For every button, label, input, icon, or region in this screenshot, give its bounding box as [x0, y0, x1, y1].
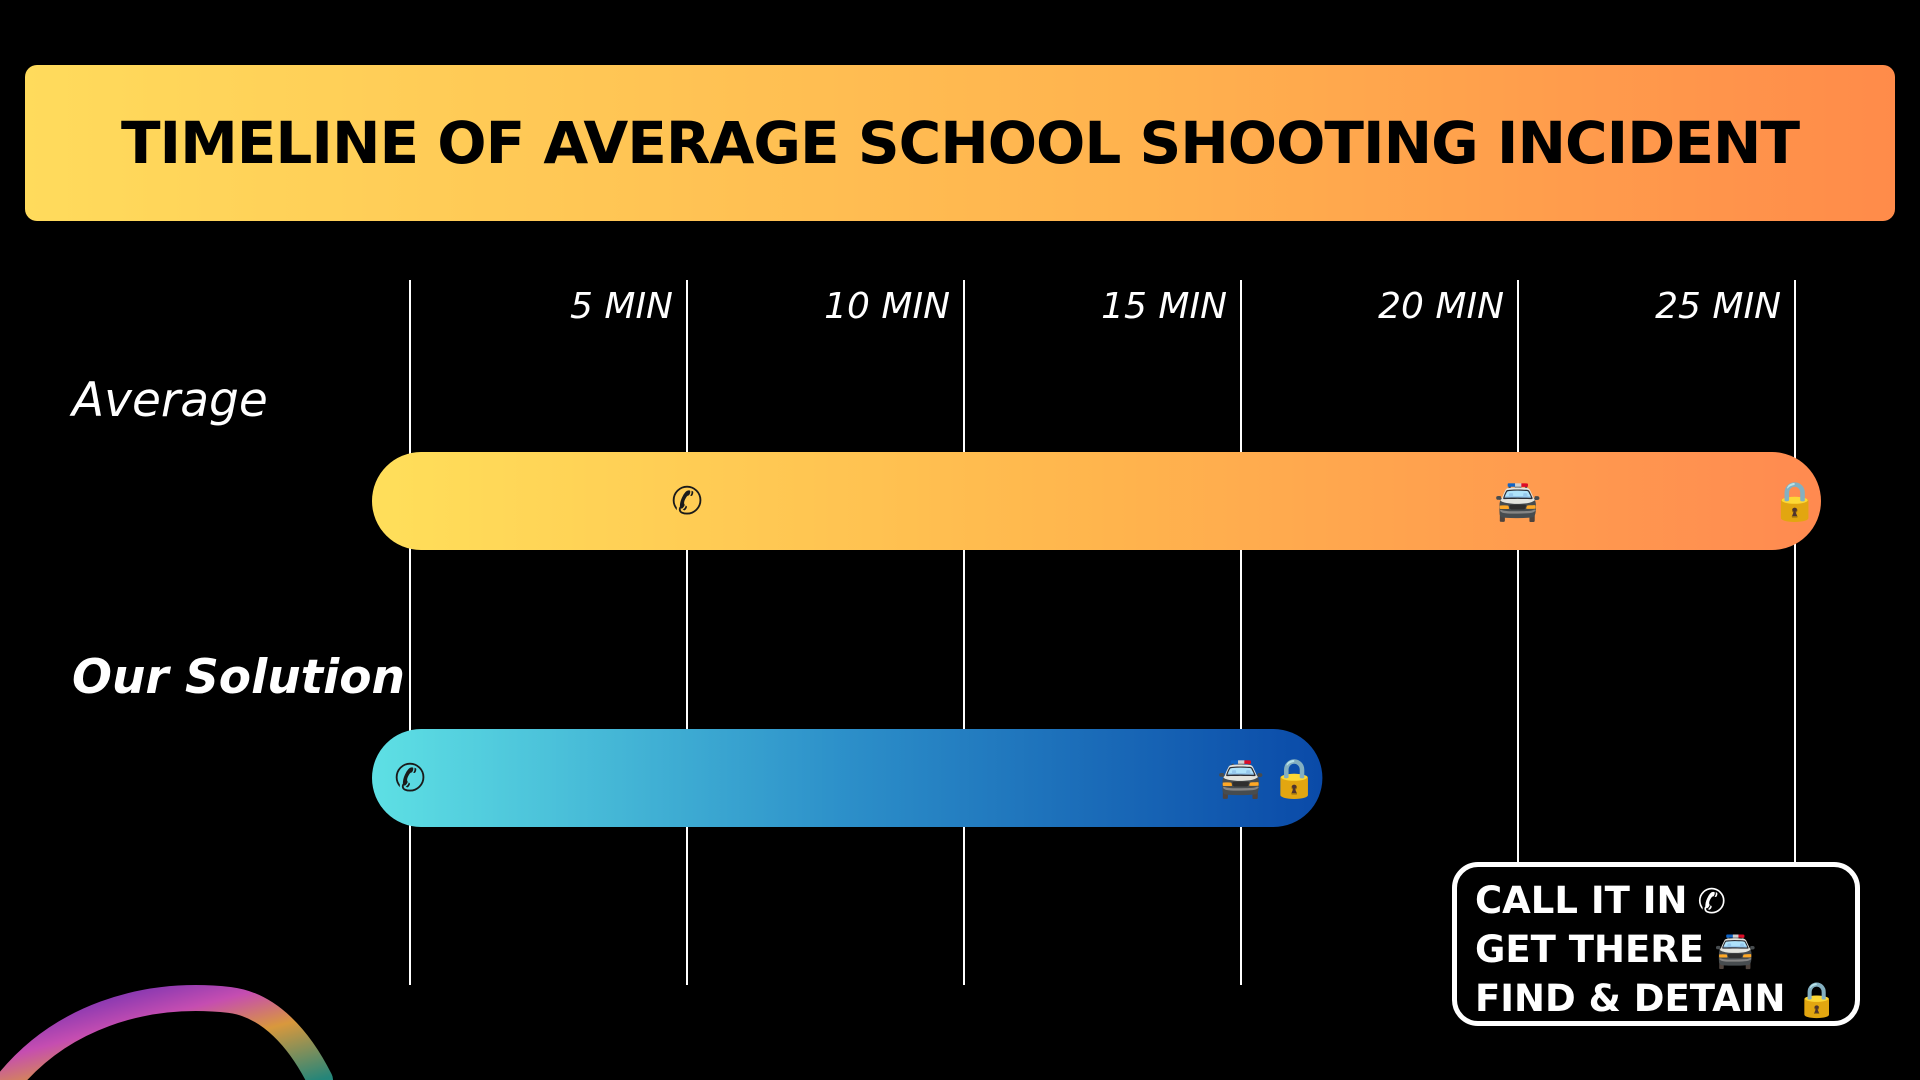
- tick-label-5: 5 MIN: [570, 286, 673, 327]
- police-car-icon: 🚔: [1494, 479, 1541, 523]
- tick-label-25: 25 MIN: [1655, 286, 1781, 327]
- lock-icon: 🔒: [1771, 479, 1818, 523]
- legend-label-detain: FIND & DETAIN: [1475, 977, 1786, 1020]
- chart-title: TIMELINE OF AVERAGE SCHOOL SHOOTING INCI…: [120, 109, 1800, 177]
- decorative-swirl: [0, 985, 333, 1080]
- phone-icon: ✆: [1697, 882, 1726, 922]
- tick-label-20: 20 MIN: [1378, 286, 1504, 327]
- row-label-1: Our Solution: [72, 650, 405, 705]
- timeline-bar-1: [372, 729, 1323, 827]
- legend-label-arrive: GET THERE: [1475, 928, 1705, 971]
- phone-icon: ✆: [394, 756, 426, 800]
- police-car-icon: 🚔: [1714, 931, 1757, 971]
- police-car-icon: 🚔: [1217, 756, 1264, 800]
- legend-label-call: CALL IT IN: [1475, 879, 1688, 922]
- legend-box: CALL IT IN ✆ GET THERE 🚔 FIND & DETAIN 🔒: [1452, 862, 1860, 1026]
- lock-icon: 🔒: [1795, 980, 1838, 1020]
- row-label-0: Average: [69, 373, 268, 428]
- title-banner: TIMELINE OF AVERAGE SCHOOL SHOOTING INCI…: [25, 65, 1895, 221]
- legend-item-arrive: GET THERE 🚔: [1475, 926, 1837, 975]
- timeline-bar-0: [372, 452, 1821, 550]
- phone-icon: ✆: [671, 479, 703, 523]
- tick-label-15: 15 MIN: [1101, 286, 1227, 327]
- lock-icon: 🔒: [1271, 756, 1318, 800]
- legend-item-call: CALL IT IN ✆: [1475, 877, 1837, 926]
- legend-item-detain: FIND & DETAIN 🔒: [1475, 975, 1838, 1024]
- tick-label-10: 10 MIN: [824, 286, 950, 327]
